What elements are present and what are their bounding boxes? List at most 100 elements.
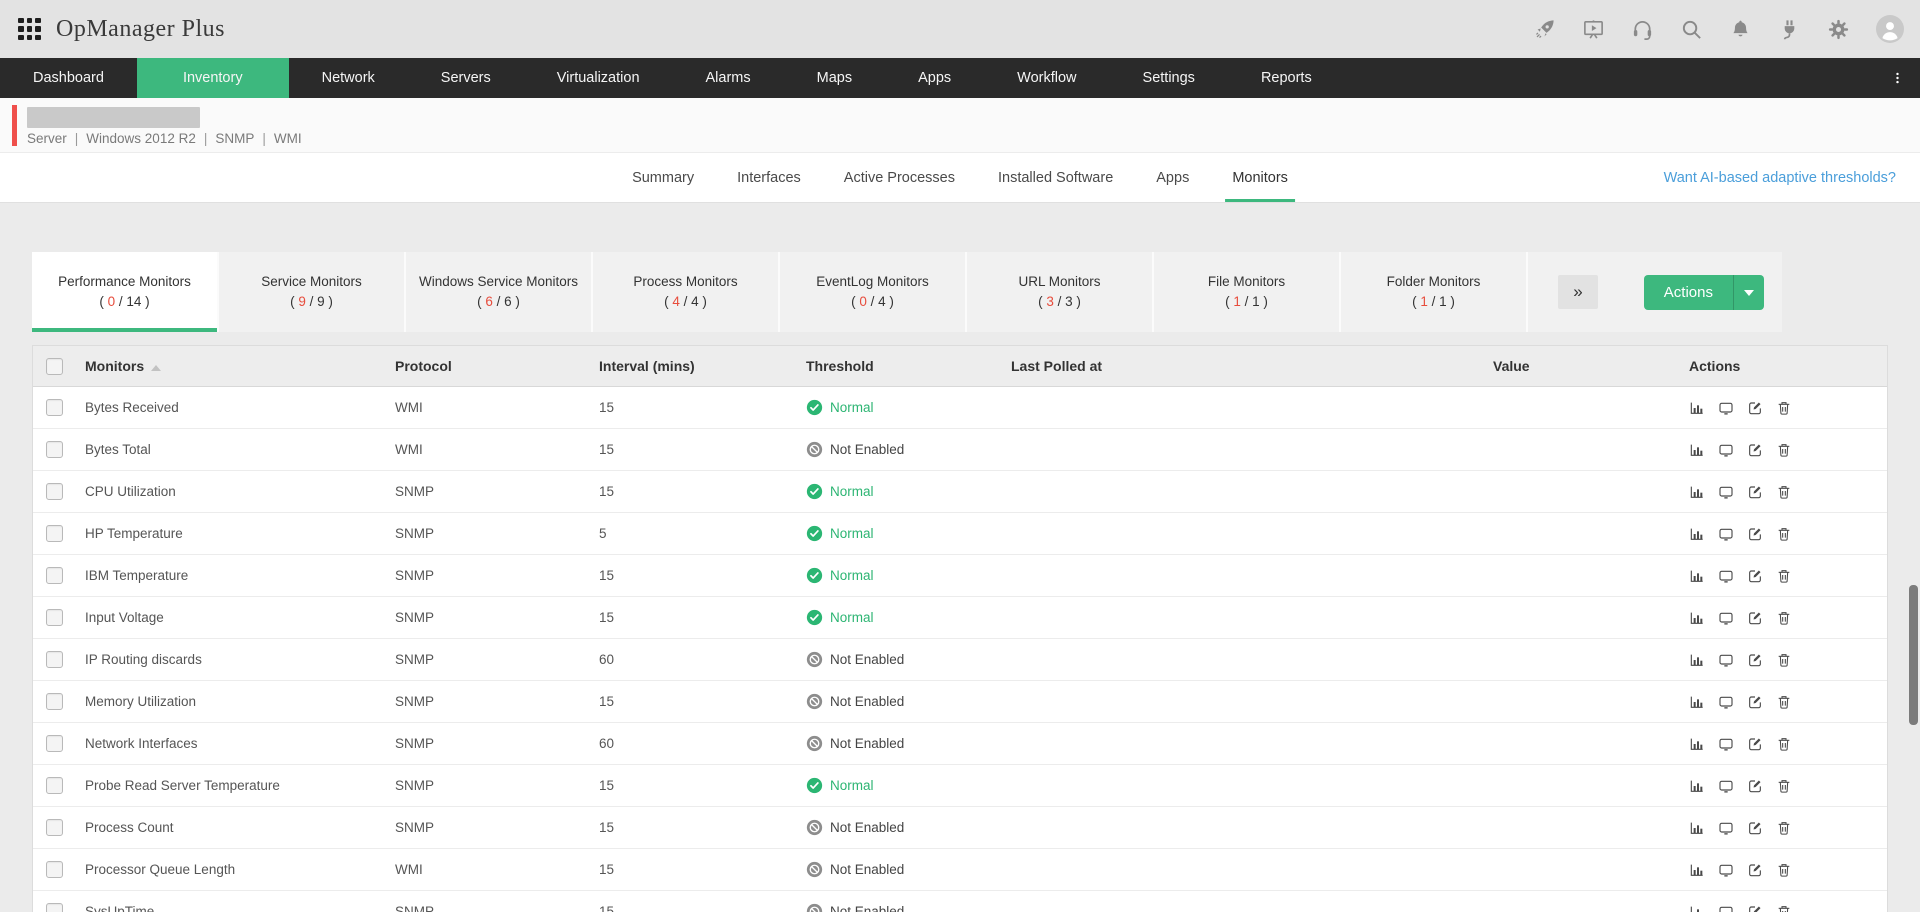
monitor-display-icon[interactable] xyxy=(1718,694,1734,710)
performance-chart-icon[interactable] xyxy=(1689,778,1705,794)
edit-icon[interactable] xyxy=(1747,484,1763,500)
tab-summary[interactable]: Summary xyxy=(632,169,695,186)
monitor-display-icon[interactable] xyxy=(1718,610,1734,626)
nav-item-virtualization[interactable]: Virtualization xyxy=(556,70,640,86)
nav-item-alarms[interactable]: Alarms xyxy=(705,70,751,86)
nav-item-apps[interactable]: Apps xyxy=(918,70,952,86)
nav-overflow-kebab-icon[interactable] xyxy=(1881,58,1914,98)
edit-icon[interactable] xyxy=(1747,610,1763,626)
performance-chart-icon[interactable] xyxy=(1689,694,1705,710)
actions-button-label[interactable]: Actions xyxy=(1663,283,1713,301)
actions-split-button[interactable]: Actions xyxy=(1643,274,1764,310)
performance-chart-icon[interactable] xyxy=(1689,568,1705,584)
monitor-display-icon[interactable] xyxy=(1718,820,1734,836)
settings-gear-icon[interactable] xyxy=(1827,18,1850,41)
ai-thresholds-link[interactable]: Want AI-based adaptive thresholds? xyxy=(1663,169,1896,186)
edit-icon[interactable] xyxy=(1747,736,1763,752)
monitor-display-icon[interactable] xyxy=(1718,442,1734,458)
row-checkbox[interactable] xyxy=(46,525,63,542)
delete-icon[interactable] xyxy=(1776,820,1792,836)
support-headset-icon[interactable] xyxy=(1631,18,1654,41)
rocket-icon[interactable] xyxy=(1533,18,1556,41)
monitor-category-url-monitors[interactable]: URL Monitors ( 3 / 3 ) xyxy=(967,252,1154,332)
delete-icon[interactable] xyxy=(1776,526,1792,542)
apps-grid-icon[interactable] xyxy=(18,17,41,41)
edit-icon[interactable] xyxy=(1747,526,1763,542)
edit-icon[interactable] xyxy=(1747,862,1763,878)
row-checkbox[interactable] xyxy=(46,651,63,668)
delete-icon[interactable] xyxy=(1776,778,1792,794)
monitor-category-folder-monitors[interactable]: Folder Monitors ( 1 / 1 ) xyxy=(1341,252,1528,332)
monitor-display-icon[interactable] xyxy=(1718,484,1734,500)
edit-icon[interactable] xyxy=(1747,778,1763,794)
nav-item-servers[interactable]: Servers xyxy=(440,70,491,86)
monitor-display-icon[interactable] xyxy=(1718,736,1734,752)
monitor-category-process-monitors[interactable]: Process Monitors ( 4 / 4 ) xyxy=(593,252,780,332)
column-header-last-polled[interactable]: Last Polled at xyxy=(1011,358,1103,374)
monitor-category-file-monitors[interactable]: File Monitors ( 1 / 1 ) xyxy=(1154,252,1341,332)
delete-icon[interactable] xyxy=(1776,736,1792,752)
monitor-category-service-monitors[interactable]: Service Monitors ( 9 / 9 ) xyxy=(219,252,406,332)
tab-active-processes[interactable]: Active Processes xyxy=(843,169,955,186)
monitor-category-performance-monitors[interactable]: Performance Monitors ( 0 / 14 ) xyxy=(32,252,219,332)
monitor-display-icon[interactable] xyxy=(1718,568,1734,584)
nav-item-reports[interactable]: Reports xyxy=(1260,70,1312,86)
row-checkbox[interactable] xyxy=(46,861,63,878)
monitor-display-icon[interactable] xyxy=(1718,778,1734,794)
delete-icon[interactable] xyxy=(1776,694,1792,710)
monitor-category-eventlog-monitors[interactable]: EventLog Monitors ( 0 / 4 ) xyxy=(780,252,967,332)
performance-chart-icon[interactable] xyxy=(1689,904,1705,912)
user-avatar[interactable] xyxy=(1876,15,1904,43)
row-checkbox[interactable] xyxy=(46,693,63,710)
nav-item-workflow[interactable]: Workflow xyxy=(1017,70,1077,86)
performance-chart-icon[interactable] xyxy=(1689,526,1705,542)
delete-icon[interactable] xyxy=(1776,484,1792,500)
row-checkbox[interactable] xyxy=(46,609,63,626)
performance-chart-icon[interactable] xyxy=(1689,400,1705,416)
monitor-display-icon[interactable] xyxy=(1718,400,1734,416)
tab-installed-software[interactable]: Installed Software xyxy=(998,169,1114,186)
delete-icon[interactable] xyxy=(1776,862,1792,878)
edit-icon[interactable] xyxy=(1747,652,1763,668)
search-icon[interactable] xyxy=(1680,18,1703,41)
performance-chart-icon[interactable] xyxy=(1689,442,1705,458)
row-checkbox[interactable] xyxy=(46,399,63,416)
delete-icon[interactable] xyxy=(1776,400,1792,416)
column-header-interval[interactable]: Interval (mins) xyxy=(599,358,695,374)
edit-icon[interactable] xyxy=(1747,820,1763,836)
edit-icon[interactable] xyxy=(1747,400,1763,416)
row-checkbox[interactable] xyxy=(46,483,63,500)
actions-dropdown-toggle[interactable] xyxy=(1733,274,1764,310)
monitor-display-icon[interactable] xyxy=(1718,862,1734,878)
row-checkbox[interactable] xyxy=(46,735,63,752)
demo-video-icon[interactable] xyxy=(1582,18,1605,41)
performance-chart-icon[interactable] xyxy=(1689,820,1705,836)
nav-item-dashboard[interactable]: Dashboard xyxy=(33,70,104,86)
edit-icon[interactable] xyxy=(1747,904,1763,912)
vertical-scrollbar-thumb[interactable] xyxy=(1909,585,1918,725)
plugin-icon[interactable] xyxy=(1778,18,1801,41)
tab-apps[interactable]: Apps xyxy=(1156,169,1190,186)
column-header-protocol[interactable]: Protocol xyxy=(395,358,452,374)
delete-icon[interactable] xyxy=(1776,442,1792,458)
nav-item-network[interactable]: Network xyxy=(321,70,375,86)
tab-interfaces[interactable]: Interfaces xyxy=(737,169,801,186)
select-all-checkbox[interactable] xyxy=(46,357,63,375)
more-categories-button[interactable]: » xyxy=(1558,275,1598,309)
tab-monitors[interactable]: Monitors xyxy=(1225,153,1295,202)
monitor-display-icon[interactable] xyxy=(1718,526,1734,542)
monitor-display-icon[interactable] xyxy=(1718,652,1734,668)
performance-chart-icon[interactable] xyxy=(1689,484,1705,500)
monitor-category-windows-service-monitors[interactable]: Windows Service Monitors ( 6 / 6 ) xyxy=(406,252,593,332)
row-checkbox[interactable] xyxy=(46,567,63,584)
performance-chart-icon[interactable] xyxy=(1689,862,1705,878)
column-header-value[interactable]: Value xyxy=(1493,358,1530,374)
column-header-monitors[interactable]: Monitors xyxy=(85,358,395,374)
row-checkbox[interactable] xyxy=(46,441,63,458)
row-checkbox[interactable] xyxy=(46,777,63,794)
performance-chart-icon[interactable] xyxy=(1689,736,1705,752)
row-checkbox[interactable] xyxy=(46,903,63,912)
notification-bell-icon[interactable] xyxy=(1729,18,1752,41)
nav-item-inventory[interactable]: Inventory xyxy=(136,58,289,98)
column-header-threshold[interactable]: Threshold xyxy=(806,358,874,374)
